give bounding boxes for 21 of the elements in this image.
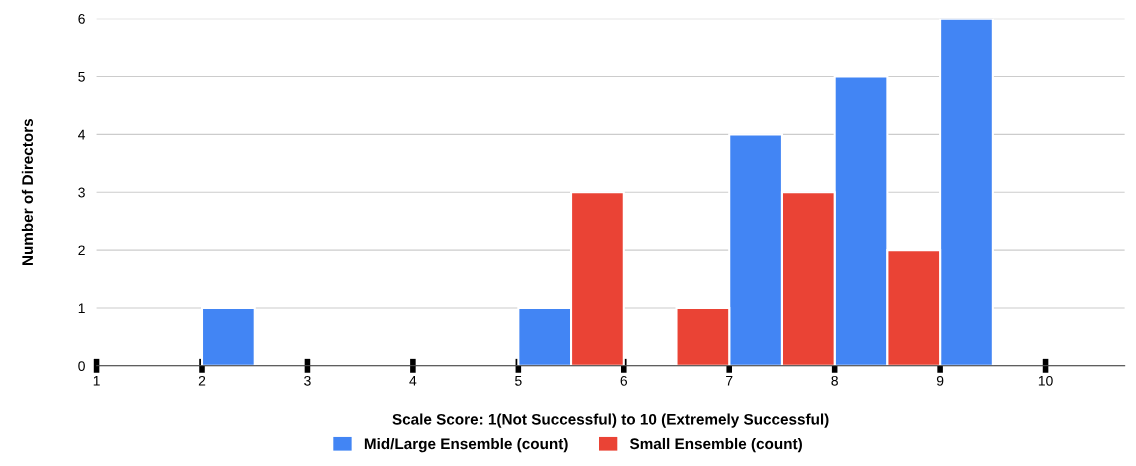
x-tick-label: 1 xyxy=(93,376,100,386)
x-tick-label: 3 xyxy=(304,375,311,386)
x-axis-title: Scale Score: 1(Not Successful) to 10 (Extremely Successful) xyxy=(392,413,829,428)
y-tick-label: 0 xyxy=(78,361,85,371)
x-tick-label: 10 xyxy=(1038,375,1053,386)
y-tick-label: 1 xyxy=(78,303,85,313)
legend-label: Small Ensemble (count) xyxy=(629,437,802,453)
y-tick-label: 6 xyxy=(78,13,85,24)
x-tick-label: 2 xyxy=(198,375,206,386)
x-tick-label: 5 xyxy=(515,376,522,386)
x-tick-label: 6 xyxy=(620,375,628,386)
x-tick-label: 7 xyxy=(726,376,733,386)
y-tick-label: 2 xyxy=(78,245,85,256)
y-tick-label: 3 xyxy=(78,187,85,198)
x-tick-label: 8 xyxy=(831,375,838,386)
x-tick-label: 4 xyxy=(409,376,417,386)
legend-label: Mid/Large Ensemble (count) xyxy=(364,437,568,453)
y-tick-label: 5 xyxy=(78,71,85,82)
y-axis-title: Number of Directors xyxy=(21,118,34,266)
y-tick-label: 4 xyxy=(78,129,86,140)
x-tick-label: 9 xyxy=(936,375,944,386)
